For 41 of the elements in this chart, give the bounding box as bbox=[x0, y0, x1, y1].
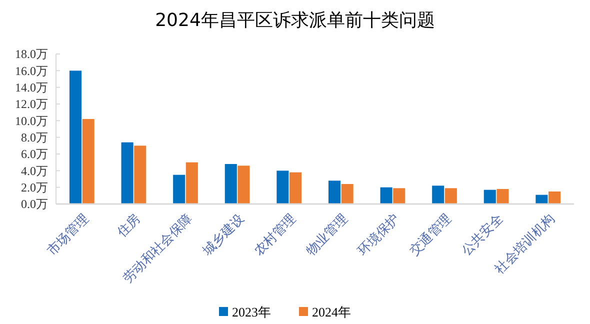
y-tick-label: 8.0万 bbox=[21, 130, 48, 145]
x-tick-label: 公共安全 bbox=[458, 210, 506, 259]
bar bbox=[289, 172, 302, 204]
bar bbox=[238, 166, 250, 204]
x-tick-label: 市场管理 bbox=[44, 211, 92, 259]
bar bbox=[224, 164, 237, 204]
bar bbox=[134, 146, 146, 204]
x-tick-label: 农村管理 bbox=[252, 211, 300, 259]
bar bbox=[186, 162, 198, 204]
bar bbox=[380, 187, 392, 204]
x-tick-label: 城乡建设 bbox=[199, 211, 248, 260]
bar bbox=[328, 180, 341, 204]
y-tick-label: 16.0万 bbox=[15, 64, 48, 78]
y-tick-label: 10.0万 bbox=[15, 114, 48, 128]
bar bbox=[496, 189, 509, 204]
bar bbox=[432, 186, 444, 204]
bar bbox=[536, 194, 548, 204]
x-tick-label: 住房 bbox=[113, 210, 144, 242]
bar bbox=[484, 190, 496, 204]
y-tick-label: 4.0万 bbox=[21, 164, 48, 178]
bar bbox=[444, 188, 457, 204]
bar bbox=[276, 170, 289, 204]
bar bbox=[69, 70, 82, 204]
y-tick-label: 0.0万 bbox=[21, 197, 48, 212]
x-tick-label: 物业管理 bbox=[304, 211, 351, 259]
bar bbox=[173, 174, 186, 204]
bar bbox=[341, 184, 354, 204]
legend-label: 2024年 bbox=[312, 304, 351, 320]
bar bbox=[548, 192, 561, 204]
y-tick-label: 6.0万 bbox=[21, 147, 48, 162]
x-tick-label: 环境保护 bbox=[354, 210, 403, 259]
bar bbox=[121, 142, 134, 204]
legend-label: 2023年 bbox=[232, 304, 271, 320]
bar bbox=[82, 119, 94, 204]
y-tick-label: 14.0万 bbox=[15, 80, 48, 95]
x-tick-label: 交通管理 bbox=[406, 210, 455, 259]
y-tick-label: 12.0万 bbox=[15, 97, 48, 112]
bar bbox=[393, 188, 406, 204]
chart-title: 2024年昌平区诉求派单前十类问题 bbox=[155, 10, 435, 31]
y-tick-label: 18.0万 bbox=[15, 47, 48, 62]
y-tick-label: 2.0万 bbox=[21, 180, 48, 195]
